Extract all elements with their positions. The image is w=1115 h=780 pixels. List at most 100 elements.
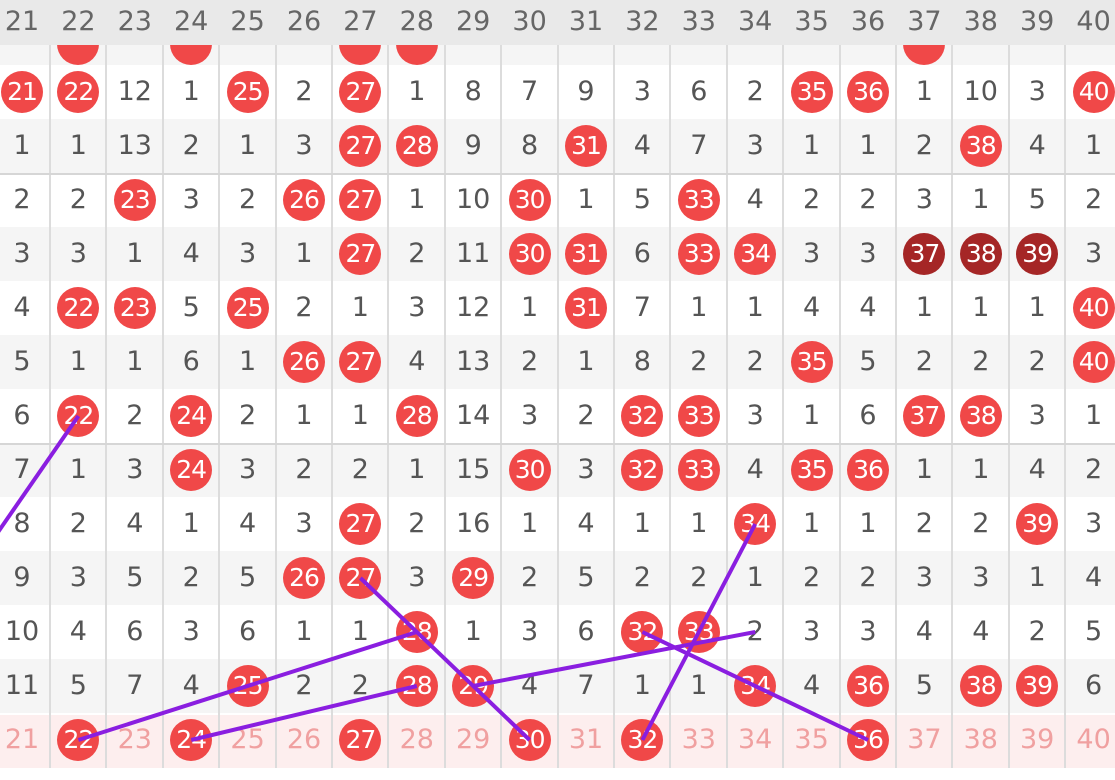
miss-count[interactable]: 4 (182, 670, 200, 701)
number-ball[interactable]: 24 (170, 395, 213, 437)
column-divider[interactable] (161, 45, 164, 768)
miss-count[interactable]: 4 (239, 508, 257, 539)
number-ball[interactable]: 30 (508, 233, 551, 275)
miss-count[interactable]: 2 (972, 508, 990, 539)
miss-count[interactable]: 2 (182, 130, 200, 161)
miss-count[interactable]: 3 (182, 616, 200, 647)
miss-count[interactable]: 9 (577, 76, 595, 107)
miss-count[interactable]: 38 (963, 724, 998, 755)
miss-count[interactable]: 11 (456, 238, 491, 269)
miss-count[interactable]: 1 (351, 400, 369, 431)
column-divider[interactable] (1007, 45, 1010, 768)
miss-count[interactable]: 7 (126, 670, 144, 701)
miss-count[interactable]: 1 (521, 292, 539, 323)
miss-count[interactable]: 2 (577, 400, 595, 431)
miss-count[interactable]: 7 (577, 670, 595, 701)
miss-count[interactable]: 1 (633, 670, 651, 701)
miss-count[interactable]: 8 (521, 130, 539, 161)
miss-count[interactable]: 7 (521, 76, 539, 107)
miss-count[interactable]: 2 (182, 562, 200, 593)
number-ball[interactable]: 23 (113, 179, 156, 221)
number-ball[interactable]: 36 (847, 719, 889, 761)
miss-count[interactable]: 1 (69, 130, 87, 161)
column-divider[interactable] (725, 45, 728, 768)
number-ball[interactable]: 28 (395, 665, 438, 707)
miss-count[interactable]: 1 (295, 238, 313, 269)
miss-count[interactable]: 5 (577, 562, 595, 593)
miss-count[interactable]: 2 (1028, 616, 1046, 647)
miss-count[interactable]: 3 (69, 562, 87, 593)
column-divider[interactable] (951, 45, 954, 768)
column-divider[interactable] (669, 45, 672, 768)
miss-count[interactable]: 2 (915, 508, 933, 539)
miss-count[interactable]: 3 (521, 616, 539, 647)
number-ball[interactable]: 31 (565, 125, 607, 167)
miss-count[interactable]: 4 (577, 508, 595, 539)
number-ball[interactable]: 35 (790, 341, 833, 383)
column-divider[interactable] (274, 45, 277, 768)
miss-count[interactable]: 4 (633, 130, 651, 161)
number-ball[interactable]: 28 (395, 125, 438, 167)
miss-count[interactable]: 2 (803, 184, 821, 215)
miss-count[interactable]: 3 (1028, 76, 1046, 107)
column-label[interactable]: 25 (230, 6, 265, 37)
number-ball[interactable]: 26 (283, 341, 325, 383)
miss-count[interactable]: 1 (972, 184, 990, 215)
miss-count[interactable]: 1 (690, 508, 708, 539)
miss-count[interactable]: 2 (295, 670, 313, 701)
miss-count[interactable]: 9 (13, 562, 31, 593)
miss-count[interactable]: 2 (859, 184, 877, 215)
number-ball[interactable]: 32 (621, 449, 664, 491)
number-ball[interactable]: 32 (621, 395, 664, 437)
miss-count[interactable]: 1 (1085, 130, 1103, 161)
miss-count[interactable]: 8 (13, 508, 31, 539)
miss-count[interactable]: 2 (1085, 184, 1103, 215)
miss-count[interactable]: 5 (633, 184, 651, 215)
miss-count[interactable]: 8 (633, 346, 651, 377)
miss-count[interactable]: 4 (859, 292, 877, 323)
number-ball[interactable]: 34 (734, 233, 777, 275)
miss-count[interactable]: 6 (13, 400, 31, 431)
miss-count[interactable]: 7 (633, 292, 651, 323)
column-label[interactable]: 33 (681, 6, 716, 37)
miss-count[interactable]: 1 (1085, 400, 1103, 431)
miss-count[interactable]: 3 (13, 238, 31, 269)
miss-count[interactable]: 3 (803, 238, 821, 269)
column-label[interactable]: 28 (399, 6, 434, 37)
miss-count[interactable]: 2 (295, 454, 313, 485)
miss-count[interactable]: 2 (13, 184, 31, 215)
number-ball[interactable]: 33 (677, 449, 720, 491)
miss-count[interactable]: 1 (1028, 292, 1046, 323)
miss-count[interactable]: 6 (126, 616, 144, 647)
miss-count[interactable]: 6 (577, 616, 595, 647)
miss-count[interactable]: 1 (1028, 562, 1046, 593)
number-ball[interactable]: 33 (677, 233, 720, 275)
miss-count[interactable]: 5 (1085, 616, 1103, 647)
miss-count[interactable]: 2 (69, 508, 87, 539)
miss-count[interactable]: 10 (4, 616, 40, 647)
number-ball[interactable]: 36 (847, 665, 889, 707)
number-ball[interactable]: 27 (339, 71, 382, 113)
miss-count[interactable]: 3 (915, 562, 933, 593)
miss-count[interactable]: 4 (69, 616, 87, 647)
miss-count[interactable]: 15 (456, 454, 491, 485)
miss-count[interactable]: 12 (117, 76, 152, 107)
miss-count[interactable]: 1 (577, 184, 595, 215)
number-ball[interactable]: 27 (339, 503, 382, 545)
miss-count[interactable]: 4 (915, 616, 933, 647)
miss-count[interactable]: 2 (521, 562, 539, 593)
miss-count[interactable]: 6 (1085, 670, 1103, 701)
miss-count[interactable]: 2 (351, 454, 369, 485)
miss-count[interactable]: 7 (13, 454, 31, 485)
miss-count[interactable]: 1 (633, 508, 651, 539)
miss-count[interactable]: 12 (456, 292, 491, 323)
miss-count[interactable]: 2 (746, 346, 764, 377)
number-ball[interactable]: 40 (1072, 287, 1115, 329)
miss-count[interactable]: 4 (972, 616, 990, 647)
miss-count[interactable]: 1 (408, 184, 426, 215)
miss-count[interactable]: 4 (803, 670, 821, 701)
number-ball[interactable]: 37 (903, 395, 946, 437)
miss-count[interactable]: 2 (126, 400, 144, 431)
miss-count[interactable]: 26 (286, 724, 322, 755)
miss-count[interactable]: 2 (859, 562, 877, 593)
